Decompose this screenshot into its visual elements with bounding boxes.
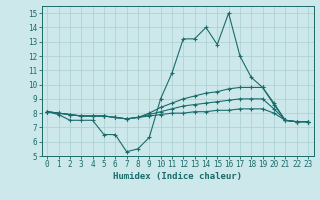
X-axis label: Humidex (Indice chaleur): Humidex (Indice chaleur) bbox=[113, 172, 242, 181]
